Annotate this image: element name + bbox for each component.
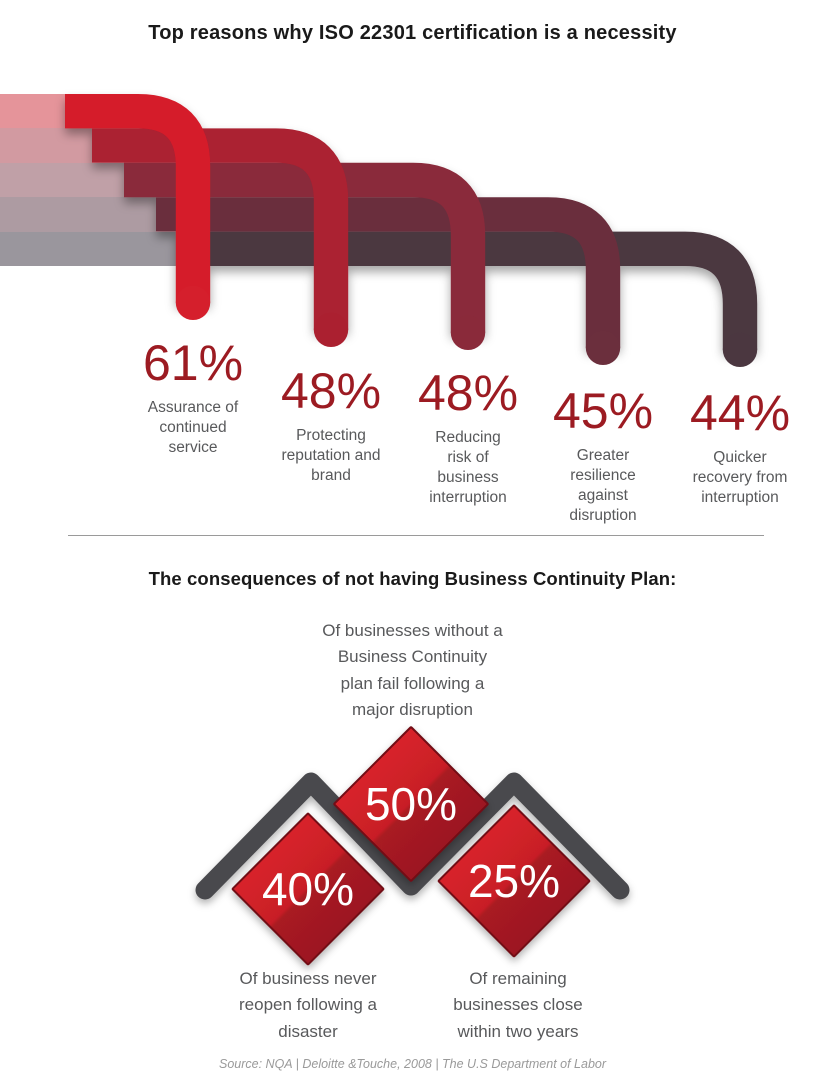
- svg-text:25%: 25%: [468, 855, 560, 907]
- svg-text:40%: 40%: [262, 863, 354, 915]
- svg-text:50%: 50%: [365, 778, 457, 830]
